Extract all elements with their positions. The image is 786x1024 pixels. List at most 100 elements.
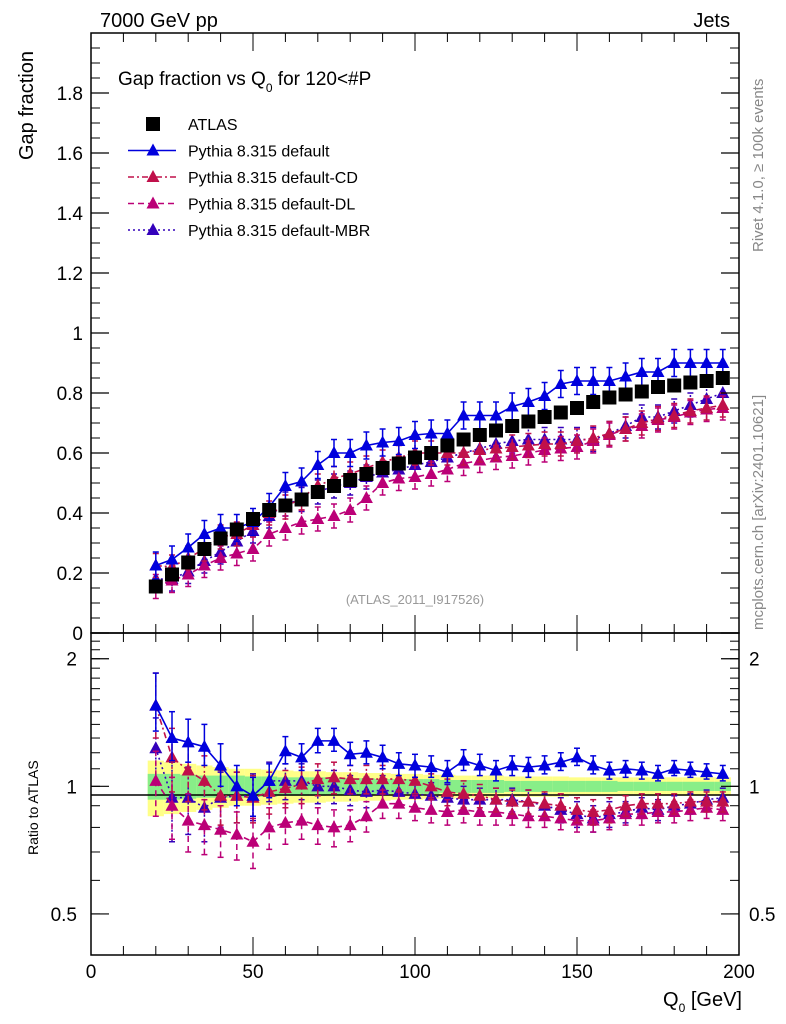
data-point: [570, 401, 584, 415]
data-point: [310, 485, 325, 499]
header-right-label: Jets: [693, 10, 730, 32]
x-tick-labels: 0 50 100 150 200: [86, 962, 755, 983]
ratio-data-point: [392, 772, 406, 785]
data-point: [699, 374, 714, 388]
inner-band-segment: [536, 780, 553, 792]
legend-label: Pythia 8.315 default-MBR: [188, 223, 370, 240]
data-point: [408, 428, 422, 440]
data-point: [472, 428, 487, 442]
data-point: [667, 408, 681, 421]
data-point: [716, 398, 730, 410]
ratio-data-point: [376, 750, 390, 763]
data-point: [165, 552, 179, 565]
data-point: [553, 405, 568, 420]
data-point: [424, 426, 438, 439]
data-point: [457, 408, 471, 421]
data-point: [489, 423, 503, 438]
x-tick-label: 50: [242, 962, 263, 983]
ratio-series-pythia-8-315-default: [149, 672, 730, 817]
ratio-data-marks: [149, 672, 730, 870]
data-point: [197, 542, 212, 556]
data-point: [554, 377, 568, 389]
legend-marker-icon: [146, 143, 160, 156]
ratio-data-point: [424, 760, 438, 773]
data-point: [457, 446, 471, 458]
ratio-data-point: [359, 772, 373, 785]
ratio-data-point: [327, 770, 341, 783]
ratio-data-point: [311, 818, 325, 831]
ratio-data-point: [295, 777, 309, 790]
data-point: [181, 555, 196, 570]
ratio-data-point: [619, 798, 633, 811]
data-point: [278, 521, 292, 533]
data-point: [376, 435, 390, 448]
inner-band-segment: [698, 781, 715, 791]
data-point: [311, 512, 325, 524]
data-point: [278, 498, 293, 513]
data-point: [537, 410, 552, 424]
data-point: [521, 395, 535, 407]
data-point: [214, 551, 228, 563]
data-point: [538, 389, 552, 401]
data-point: [538, 437, 552, 449]
x-axis-label: Q0 [GeV]: [663, 989, 742, 1015]
main-axes: 0 0.2 0.4 0.6 0.8 1 1.2 1.4 1.6 1.8: [57, 32, 740, 645]
ratio-data-point: [538, 758, 552, 771]
ratio-data-point: [246, 788, 260, 801]
inner-band-segment: [568, 780, 586, 792]
ratio-data-point: [327, 733, 341, 746]
ratio-data-point: [295, 750, 309, 763]
data-point: [246, 512, 260, 526]
inner-band-segment: [504, 780, 521, 792]
data-point: [197, 527, 211, 539]
ratio-data-point: [424, 802, 438, 815]
inner-band-segment: [617, 781, 634, 791]
inner-band-segment: [585, 780, 602, 792]
data-point: [715, 371, 730, 385]
ratio-y-tick-label-right: 2: [749, 650, 760, 671]
ratio-data-point: [214, 822, 228, 835]
ratio-data-point: [230, 779, 244, 792]
data-point: [246, 542, 260, 554]
data-point: [586, 374, 600, 386]
ratio-data-point: [489, 763, 503, 776]
ratio-data-point: [278, 773, 292, 786]
data-point: [667, 378, 682, 393]
ratio-data-point: [214, 788, 228, 801]
data-point: [667, 356, 681, 368]
ratio-data-point: [149, 698, 163, 711]
data-point: [716, 356, 730, 368]
data-point: [683, 404, 697, 416]
data-point: [148, 579, 163, 594]
ratio-data-point: [376, 772, 390, 785]
data-point: [635, 416, 649, 428]
ratio-data-point: [262, 773, 276, 786]
ratio-y-tick-label-right: 1: [749, 777, 760, 798]
ratio-data-point: [230, 827, 244, 840]
data-point: [181, 540, 195, 553]
data-point: [651, 380, 665, 394]
data-point: [359, 491, 373, 503]
legend-item: Pythia 8.315 default-DL: [128, 196, 355, 214]
data-point: [489, 441, 503, 454]
data-point: [521, 414, 536, 429]
data-point: [440, 438, 455, 453]
data-point: [230, 546, 244, 559]
ratio-data-point: [570, 802, 584, 815]
analysis-watermark: (ATLAS_2011_I917526): [346, 592, 484, 607]
inner-band-segment: [552, 780, 569, 792]
ratio-data-point: [440, 784, 454, 797]
y-tick-label: 1.6: [57, 144, 83, 165]
inner-band-segment: [601, 780, 618, 792]
y-tick-label: 1: [72, 324, 83, 345]
data-point: [440, 426, 454, 439]
ratio-data-point: [278, 815, 292, 828]
legend-item: ATLAS: [146, 117, 238, 134]
ratio-data-point: [376, 796, 390, 809]
data-point: [311, 458, 325, 470]
inner-band-segment: [649, 781, 667, 791]
legend: ATLAS Pythia 8.315 default Pythia 8.315 de…: [128, 117, 370, 240]
ratio-data-point: [554, 798, 568, 811]
data-point: [651, 365, 665, 377]
data-point: [391, 456, 406, 471]
